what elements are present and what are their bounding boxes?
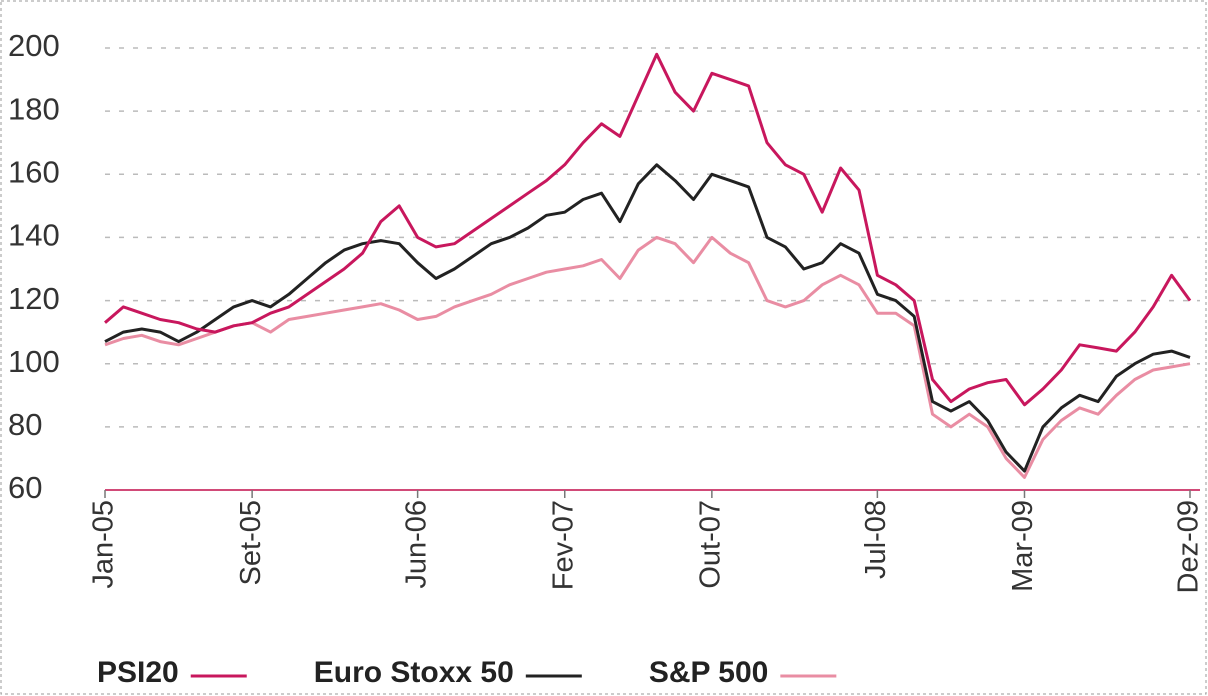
- legend-label: PSI20: [97, 656, 179, 689]
- y-tick-label: 180: [8, 91, 60, 126]
- y-tick-label: 140: [8, 218, 60, 253]
- x-tick-label: Jan-05: [88, 500, 120, 589]
- line-series: [104, 163, 1191, 473]
- y-tick-label: 60: [8, 470, 42, 505]
- x-tick-label: Fev-07: [547, 500, 579, 590]
- y-tick-label: 200: [8, 28, 60, 63]
- x-tick-label: Dez-09: [1173, 500, 1205, 594]
- x-tick-label: Mar-09: [1007, 500, 1039, 592]
- line-series: [104, 52, 1192, 407]
- y-tick-label: 100: [8, 344, 60, 379]
- y-tick-label: 160: [8, 154, 60, 189]
- y-tick-label: 80: [8, 407, 42, 442]
- x-tick-label: Set-05: [235, 500, 267, 585]
- x-tick-label: Jun-06: [400, 500, 432, 589]
- line-series: [104, 235, 1191, 479]
- y-tick-label: 120: [8, 281, 60, 316]
- x-tick-label: Jul-08: [860, 500, 892, 579]
- legend-label: S&P 500: [649, 656, 769, 689]
- legend-label: Euro Stoxx 50: [314, 656, 514, 689]
- x-tick-label: Out-07: [695, 500, 727, 589]
